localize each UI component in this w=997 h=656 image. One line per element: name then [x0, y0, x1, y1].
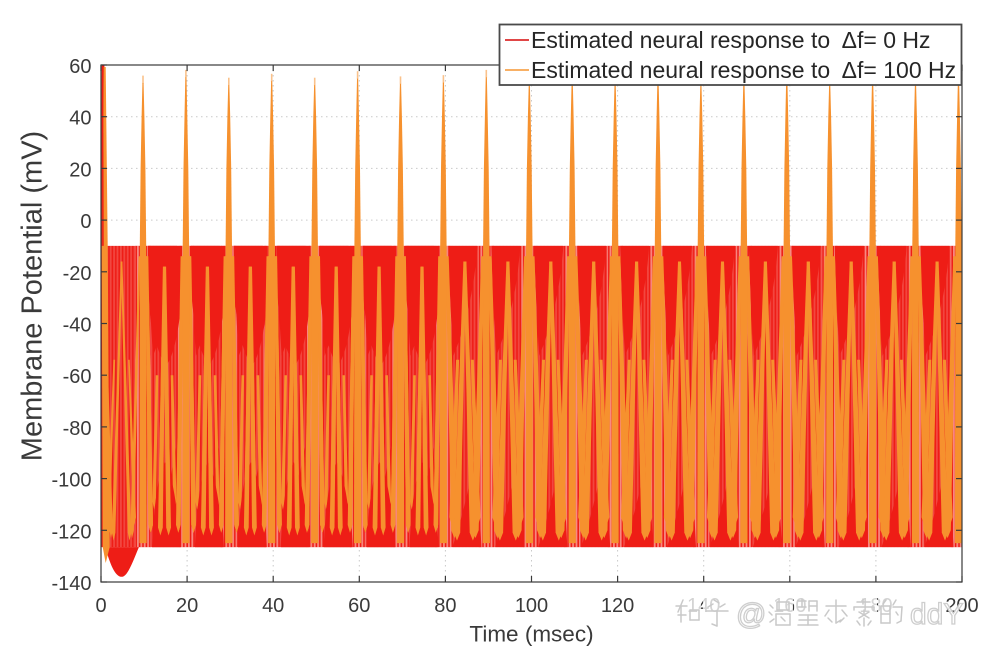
svg-text:20: 20	[69, 159, 91, 181]
svg-text:120: 120	[601, 595, 634, 617]
svg-text:@: @	[736, 598, 766, 631]
svg-text:80: 80	[434, 595, 456, 617]
svg-text:-120: -120	[51, 521, 91, 543]
svg-text:-60: -60	[63, 366, 92, 388]
svg-text:Estimated neural response to Δ: Estimated neural response to Δf= 0 Hz	[531, 27, 931, 53]
svg-text:Estimated neural response to Δ: Estimated neural response to Δf= 100 Hz	[531, 57, 956, 83]
svg-text:60: 60	[69, 56, 91, 78]
svg-text:Membrane Potential (mV): Membrane Potential (mV)	[17, 131, 49, 461]
svg-text:100: 100	[515, 595, 548, 617]
svg-text:Time (msec): Time (msec)	[469, 622, 593, 647]
svg-text:60: 60	[348, 595, 370, 617]
svg-text:40: 40	[262, 595, 284, 617]
svg-text:40: 40	[69, 108, 91, 130]
svg-text:-40: -40	[63, 315, 92, 337]
svg-text:-100: -100	[51, 470, 91, 492]
svg-text:ddY: ddY	[910, 598, 963, 631]
svg-text:200: 200	[945, 595, 978, 617]
svg-text:0: 0	[95, 595, 106, 617]
svg-text:-140: -140	[51, 573, 91, 595]
svg-text:20: 20	[176, 595, 198, 617]
svg-text:-20: -20	[63, 263, 92, 285]
svg-text:-80: -80	[63, 418, 92, 440]
svg-text:0: 0	[80, 211, 91, 233]
